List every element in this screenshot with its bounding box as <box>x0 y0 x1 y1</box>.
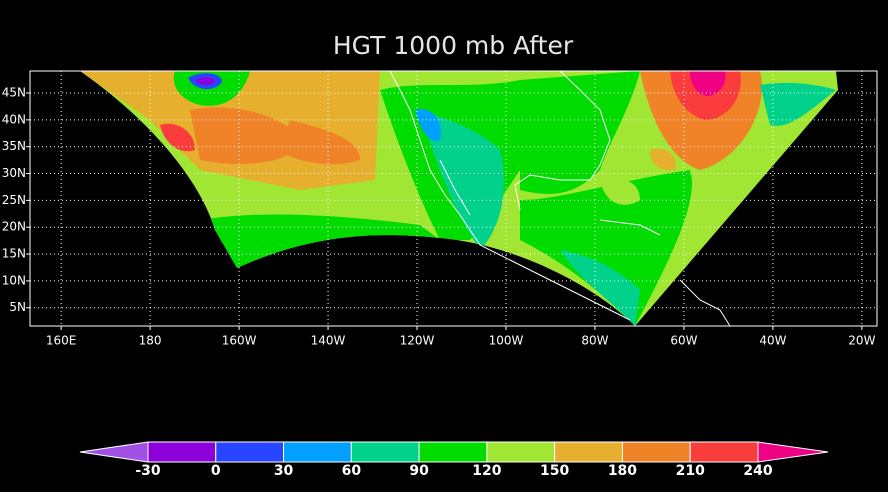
x-tick-label: 60W <box>670 334 697 348</box>
colorbar-box <box>350 441 420 463</box>
y-tick-label: 15N <box>2 247 26 261</box>
x-tick-label: 80W <box>581 334 608 348</box>
map-frame <box>29 70 878 327</box>
colorbar-label: 180 <box>608 463 637 479</box>
x-tick-label: 160E <box>46 334 77 348</box>
colorbar-high-triangle <box>757 441 829 463</box>
y-tick-label: 25N <box>2 193 26 207</box>
colorbar-box <box>689 441 759 463</box>
colorbar-label: 120 <box>472 463 501 479</box>
colorbar-label: 90 <box>409 463 429 479</box>
y-tick-label: 40N <box>2 112 26 126</box>
colorbar-box <box>418 441 488 463</box>
colorbar-label: 60 <box>342 463 362 479</box>
colorbar-low-triangle <box>79 441 149 463</box>
colorbar-label: 30 <box>274 463 294 479</box>
colorbar-box <box>621 441 691 463</box>
x-tick-label: 40W <box>759 334 786 348</box>
x-tick-label: 100W <box>489 334 524 348</box>
colorbar: -30 0 30 60 90 120 150 180 210 240 <box>79 441 829 479</box>
height-field <box>80 71 838 326</box>
colorbar-label: 150 <box>540 463 569 479</box>
x-tick-label: 120W <box>400 334 435 348</box>
x-tick-label: 20W <box>848 334 875 348</box>
y-tick-label: 20N <box>2 220 26 234</box>
x-tick-label: 140W <box>311 334 346 348</box>
y-tick-label: 30N <box>2 166 26 180</box>
map-title: HGT 1000 mb After <box>333 31 574 60</box>
coastlines <box>389 70 731 327</box>
colorbar-label: 240 <box>743 463 772 479</box>
colorbar-box <box>554 441 623 463</box>
colorbar-label: -30 <box>135 463 161 479</box>
colorbar-box <box>147 441 217 463</box>
colorbar-label: 210 <box>676 463 705 479</box>
y-tick-label: 5N <box>9 300 26 314</box>
y-tick-label: 10N <box>2 273 26 287</box>
y-tick-label: 35N <box>2 139 26 153</box>
colorbar-box <box>486 441 556 463</box>
colorbar-box <box>215 441 285 463</box>
colorbar-box <box>283 441 352 463</box>
y-tick-label: 45N <box>2 86 26 100</box>
x-tick-label: 160W <box>222 334 257 348</box>
colorbar-label: 0 <box>211 463 221 479</box>
x-tick-label: 180 <box>139 334 162 348</box>
graticule: 160E 180 160W 140W 120W 100W 80W 60W 40W 20W 5N 10N… <box>2 71 877 348</box>
